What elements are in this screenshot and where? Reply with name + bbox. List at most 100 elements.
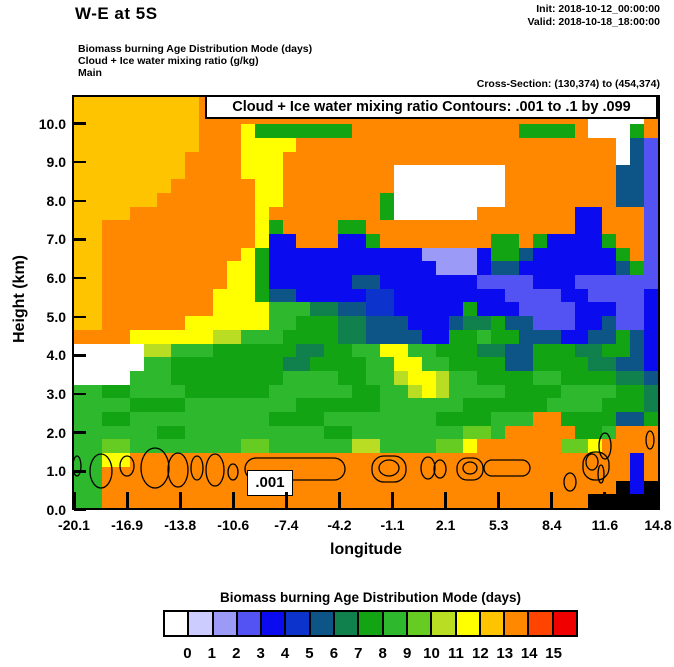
field-cell: [505, 192, 519, 207]
x-tick-mark: [444, 492, 448, 508]
y-tick-mark: [74, 122, 86, 125]
field-cell: [588, 192, 603, 207]
field-cell: [254, 179, 269, 193]
field-cell: [518, 220, 533, 234]
field-cell: [491, 124, 506, 139]
field-cell: [185, 110, 200, 125]
field-cell: [171, 138, 186, 152]
y-tick-mark: [74, 508, 86, 512]
field-cell: [338, 220, 353, 234]
field-cell: [588, 412, 603, 426]
field-cell: [310, 425, 325, 440]
field-cell: [74, 165, 88, 180]
field-cell: [87, 494, 102, 508]
field-cell: [546, 138, 561, 152]
field-cell: [463, 329, 478, 344]
field-cell: [282, 165, 297, 180]
field-cell: [324, 439, 339, 454]
field-cell: [240, 412, 255, 426]
field-cell: [254, 439, 269, 454]
legend-value-label: 15: [545, 645, 562, 662]
field-cell: [157, 425, 172, 440]
field-cell: [518, 494, 533, 508]
field-cell: [268, 220, 283, 234]
field-cell: [171, 357, 186, 371]
field-cell: [199, 179, 214, 193]
field-cell: [463, 398, 478, 413]
field-cell: [463, 151, 478, 166]
field-cell: [226, 247, 241, 262]
field-cell: [366, 398, 380, 413]
field-cell: [226, 138, 241, 152]
field-cell: [505, 124, 519, 139]
field-cell: [143, 138, 158, 152]
field-cell: [588, 124, 603, 139]
field-cell: [616, 206, 631, 221]
field-cell: [407, 343, 422, 358]
field-cell: [87, 275, 102, 289]
field-cell: [435, 247, 450, 262]
field-cell: [449, 138, 464, 152]
x-tick-label: 8.4: [542, 517, 562, 533]
field-cell: [74, 302, 88, 317]
field-cell: [143, 412, 158, 426]
field-cell: [129, 288, 144, 303]
field-cell: [449, 425, 464, 440]
field-cell: [366, 425, 380, 440]
field-cell: [129, 480, 144, 495]
field-cell: [463, 357, 478, 371]
field-cell: [407, 247, 422, 262]
field-cell: [630, 494, 645, 508]
field-cell: [352, 275, 366, 289]
field-cell: [115, 288, 130, 303]
field-cell: [407, 288, 422, 303]
field-cell: [463, 425, 478, 440]
field-cell: [240, 316, 255, 330]
field-cell: [463, 316, 478, 330]
field-cell: [282, 220, 297, 234]
field-cell: [338, 233, 353, 248]
field-cell: [268, 233, 283, 248]
field-cell: [560, 453, 575, 467]
field-cell: [185, 480, 200, 495]
field-cell: [505, 370, 519, 385]
field-cell: [616, 165, 631, 180]
field-cell: [352, 247, 366, 262]
field-cell: [560, 384, 575, 399]
field-cell: [226, 192, 241, 207]
field-cell: [518, 398, 533, 413]
field-cell: [115, 151, 130, 166]
field-cell: [324, 412, 339, 426]
field-cell: [338, 261, 353, 276]
field-cell: [491, 384, 506, 399]
field-cell: [407, 370, 422, 385]
field-cell: [407, 412, 422, 426]
field-cell: [393, 439, 408, 454]
field-cell: [379, 275, 394, 289]
field-cell: [240, 206, 255, 221]
field-cell: [435, 138, 450, 152]
field-cell: [421, 357, 436, 371]
field-cell: [421, 151, 436, 166]
field-cell: [310, 138, 325, 152]
field-cell: [616, 220, 631, 234]
field-cell: [240, 453, 255, 467]
field-cell: [644, 494, 658, 508]
contour-lines: [74, 430, 655, 492]
field-cell: [421, 302, 436, 317]
field-cell: [282, 425, 297, 440]
y-tick-label: 6.0: [46, 270, 66, 287]
field-cell: [268, 425, 283, 440]
x-tick-label: 11.6: [591, 517, 619, 533]
field-cell: [143, 466, 158, 481]
field-cell: [352, 466, 366, 481]
field-cell: [87, 165, 102, 180]
field-cell: [268, 453, 283, 467]
field-cell: [74, 179, 88, 193]
field-cell: [630, 165, 645, 180]
field-cell: [449, 124, 464, 139]
field-cell: [560, 370, 575, 385]
field-cell: [74, 357, 88, 371]
field-cell: [574, 329, 589, 344]
field-cell: [115, 110, 130, 125]
